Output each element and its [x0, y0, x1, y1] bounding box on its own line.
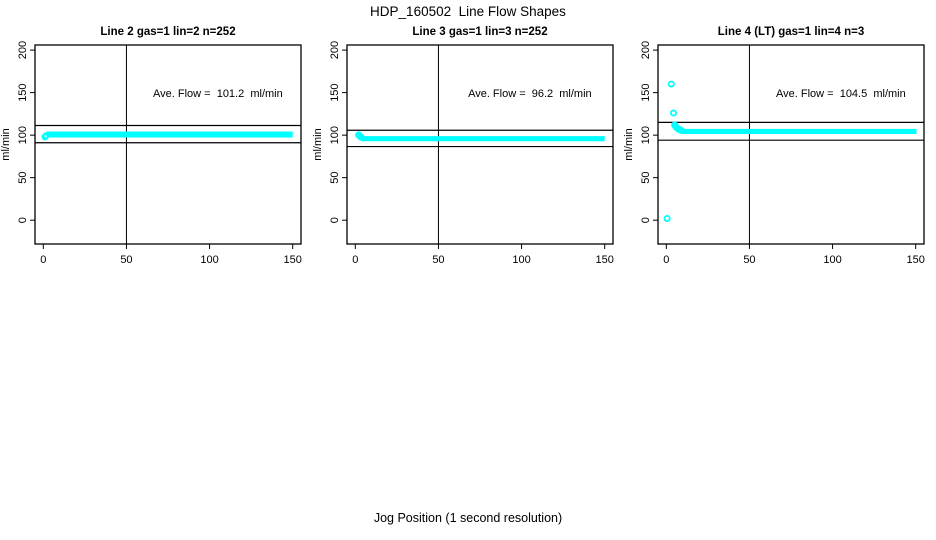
- plot-box: [346, 44, 614, 245]
- y-tick-label: 150: [329, 83, 341, 101]
- flow-data-point: [667, 80, 675, 88]
- ave-flow-annotation: Ave. Flow = 104.5 ml/min: [776, 88, 906, 100]
- x-tick-label: 0: [40, 254, 46, 266]
- x-tick-label: 150: [284, 254, 302, 266]
- x-tick-label: 50: [120, 254, 132, 266]
- y-tick-label: 100: [329, 126, 341, 144]
- plot-box: [34, 44, 302, 245]
- x-tick-label: 100: [200, 254, 218, 266]
- y-tick-label: 200: [17, 41, 29, 59]
- x-tick-label: 100: [512, 254, 530, 266]
- ave-flow-annotation: Ave. Flow = 101.2 ml/min: [153, 88, 283, 100]
- x-tick-label: 0: [663, 254, 669, 266]
- y-tick-label: 50: [640, 172, 652, 184]
- flow-data-point: [42, 132, 50, 140]
- flow-data-point: [357, 133, 365, 141]
- y-tick-label: 200: [640, 41, 652, 59]
- x-tick-label: 100: [823, 254, 841, 266]
- y-tick-label: 150: [17, 83, 29, 101]
- y-tick-label: 50: [329, 172, 341, 184]
- y-tick-label: 50: [17, 172, 29, 184]
- x-tick-label: 50: [432, 254, 444, 266]
- panel-title: Line 4 (LT) gas=1 lin=4 n=3: [718, 26, 864, 38]
- y-tick-label: 0: [329, 217, 341, 223]
- panel-title: Line 2 gas=1 lin=2 n=252: [100, 26, 235, 38]
- panel-3: 0 50 100 150 0 50 100 150 200 ml/min Line 4 (LT) g…: [623, 26, 925, 266]
- x-tick-label: 150: [907, 254, 925, 266]
- flow-data-point: [669, 109, 677, 117]
- panel-2: 0 50 100 150 0 50 100 150 200 ml/min Line 3 gas=1 …: [312, 26, 614, 266]
- y-tick-label: 200: [329, 41, 341, 59]
- y-tick-label: 150: [640, 83, 652, 101]
- flow-data-point: [663, 214, 671, 222]
- ave-flow-annotation: Ave. Flow = 96.2 ml/min: [468, 88, 592, 100]
- x-tick-label: 150: [596, 254, 614, 266]
- plots-canvas: 0 50 100 150 0 50 100 150 200 ml/min Line 2 gas=1 …: [0, 26, 925, 266]
- y-tick-label: 100: [17, 126, 29, 144]
- x-tick-label: 50: [743, 254, 755, 266]
- y-axis-title: ml/min: [623, 128, 635, 160]
- y-tick-label: 0: [17, 217, 29, 223]
- y-tick-label: 100: [640, 126, 652, 144]
- x-tick-label: 0: [352, 254, 358, 266]
- panel-1: 0 50 100 150 0 50 100 150 200 ml/min Line 2 gas=1 …: [0, 26, 302, 266]
- y-axis-title: ml/min: [0, 128, 12, 160]
- flow-data-point: [678, 127, 686, 135]
- main-title: HDP_160502 Line Flow Shapes: [370, 4, 566, 19]
- plot-box: [657, 44, 925, 245]
- y-tick-label: 0: [640, 217, 652, 223]
- y-axis-title: ml/min: [312, 128, 324, 160]
- x-axis-label: Jog Position (1 second resolution): [373, 511, 563, 525]
- panel-title: Line 3 gas=1 lin=3 n=252: [412, 26, 547, 38]
